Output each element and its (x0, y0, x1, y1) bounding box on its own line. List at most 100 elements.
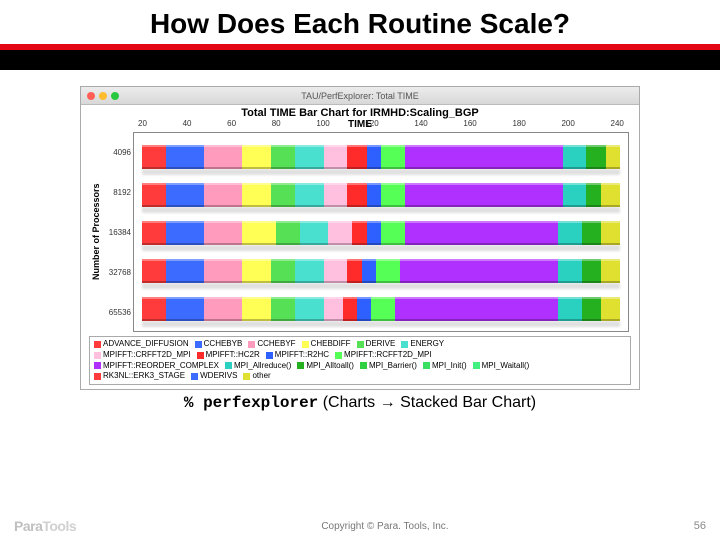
bar-segment (242, 259, 271, 283)
logo-para: Para (14, 518, 42, 534)
bar-segment (295, 297, 324, 321)
legend-label: MPIFFT::RCFFT2D_MPI (344, 350, 432, 361)
bar-row (142, 297, 620, 321)
logo-tools: Tools (42, 518, 76, 534)
bar-segment (204, 297, 242, 321)
legend-label: MPI_Alltoall() (306, 361, 354, 372)
bar-segment (166, 145, 204, 169)
bar-segment (204, 221, 242, 245)
legend-label: MPIFFT::CRFFT2D_MPI (103, 350, 191, 361)
bar-segment (142, 183, 166, 207)
bar-segment (242, 221, 275, 245)
slide-title: How Does Each Routine Scale? (0, 0, 720, 44)
bar-segment (271, 259, 295, 283)
bar-segment (381, 183, 405, 207)
bar-segment (347, 259, 361, 283)
bar-segment (328, 221, 352, 245)
bar-segment (343, 297, 357, 321)
bar-segment (276, 221, 300, 245)
y-axis-label: Number of Processors (91, 132, 105, 332)
bar-segment (142, 259, 166, 283)
legend-item: MPIFFT::R2HC (266, 350, 329, 361)
legend-label: MPIFFT::HC2R (206, 350, 260, 361)
legend-item: MPI_Barrier() (360, 361, 417, 372)
legend-label: DERIVE (366, 339, 396, 350)
legend-swatch-icon (243, 373, 250, 380)
legend-label: MPI_Waitall() (482, 361, 530, 372)
bar-segment (601, 221, 620, 245)
bar-segment (582, 221, 601, 245)
window-titlebar: TAU/PerfExplorer: Total TIME (81, 87, 639, 105)
y-tick: 65536 (105, 308, 131, 317)
legend-swatch-icon (94, 341, 101, 348)
bar-segment (271, 145, 295, 169)
bar-segment (400, 259, 558, 283)
logo: ParaTools (14, 518, 76, 534)
bar-segment (242, 145, 271, 169)
legend-item: RK3NL::ERK3_STAGE (94, 371, 185, 382)
bar-row (142, 183, 620, 207)
legend-swatch-icon (225, 362, 232, 369)
legend-swatch-icon (423, 362, 430, 369)
copyright: Copyright © Para. Tools, Inc. (321, 521, 448, 532)
x-tick: 100 (316, 119, 329, 128)
bar-segment (558, 221, 582, 245)
y-tick: 8192 (105, 188, 131, 197)
x-tick: 200 (561, 119, 574, 128)
bar-segment (586, 183, 600, 207)
legend-item: MPI_Alltoall() (297, 361, 354, 372)
legend-swatch-icon (94, 373, 101, 380)
legend-item: CHEBDIFF (302, 339, 351, 350)
legend-item: MPI_Init() (423, 361, 467, 372)
x-ticks: 20406080100120140160180200240 (134, 119, 628, 128)
legend-label: RK3NL::ERK3_STAGE (103, 371, 185, 382)
bar-segment (563, 183, 587, 207)
legend-item: MPIFFT::HC2R (197, 350, 260, 361)
bar-segment (347, 145, 366, 169)
bar-segment (347, 183, 366, 207)
x-tick: 180 (512, 119, 525, 128)
bar-segment (601, 259, 620, 283)
bar-segment (204, 183, 242, 207)
legend-label: MPI_Barrier() (369, 361, 417, 372)
bar-segment (142, 145, 166, 169)
legend-item: CCHEBYB (195, 339, 243, 350)
bar-segment (367, 145, 381, 169)
bar-segment (381, 145, 405, 169)
bar-segment (324, 145, 348, 169)
legend-item: other (243, 371, 270, 382)
bar-segment (166, 297, 204, 321)
legend-label: CCHEBYB (204, 339, 243, 350)
bar-segment (586, 145, 605, 169)
legend-label: MPIFFT::R2HC (275, 350, 329, 361)
bar-segment (204, 259, 242, 283)
bar-segment (271, 297, 295, 321)
bar-segment (395, 297, 558, 321)
legend-item: ADVANCE_DIFFUSION (94, 339, 189, 350)
legend-swatch-icon (401, 341, 408, 348)
bar-segment (166, 221, 204, 245)
bar-segment (324, 259, 348, 283)
legend-label: MPI_Allreduce() (234, 361, 291, 372)
legend-item: MPI_Allreduce() (225, 361, 291, 372)
legend-item: CCHEBYF (248, 339, 295, 350)
legend-row: MPIFFT::REORDER_COMPLEX MPI_Allreduce() MP… (94, 361, 626, 372)
y-tick: 16384 (105, 228, 131, 237)
bar-segment (367, 221, 381, 245)
legend-label: ADVANCE_DIFFUSION (103, 339, 189, 350)
bar-segment (405, 183, 563, 207)
caption-command: perfexplorer (203, 394, 318, 412)
legend-item: MPIFFT::REORDER_COMPLEX (94, 361, 219, 372)
legend-item: ENERGY (401, 339, 444, 350)
legend-swatch-icon (473, 362, 480, 369)
bar-row (142, 259, 620, 283)
y-tick: 32768 (105, 268, 131, 277)
bar-segment (558, 297, 582, 321)
y-tick: 4096 (105, 148, 131, 157)
bar-segment (295, 183, 324, 207)
bar-segment (204, 145, 242, 169)
legend-row: ADVANCE_DIFFUSION CCHEBYB CCHEBYF CHEBDIFF D… (94, 339, 626, 350)
bar-segment (324, 297, 343, 321)
bar-segment (295, 259, 324, 283)
bar-segment (362, 259, 376, 283)
